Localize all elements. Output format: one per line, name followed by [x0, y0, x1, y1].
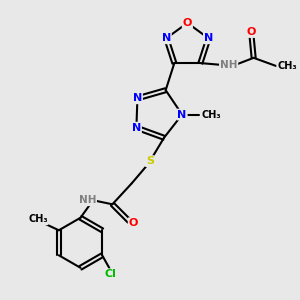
Text: NH: NH — [79, 195, 96, 205]
Text: N: N — [178, 110, 187, 120]
Text: O: O — [129, 218, 138, 228]
Text: S: S — [146, 156, 154, 166]
Text: N: N — [133, 93, 142, 103]
Text: NH: NH — [220, 60, 237, 70]
Text: Cl: Cl — [104, 269, 116, 279]
Text: O: O — [183, 18, 192, 28]
Text: N: N — [162, 33, 171, 43]
Text: CH₃: CH₃ — [202, 110, 221, 120]
Text: N: N — [132, 123, 141, 133]
Text: N: N — [204, 33, 213, 43]
Text: O: O — [247, 27, 256, 37]
Text: CH₃: CH₃ — [28, 214, 48, 224]
Text: CH₃: CH₃ — [277, 61, 297, 71]
